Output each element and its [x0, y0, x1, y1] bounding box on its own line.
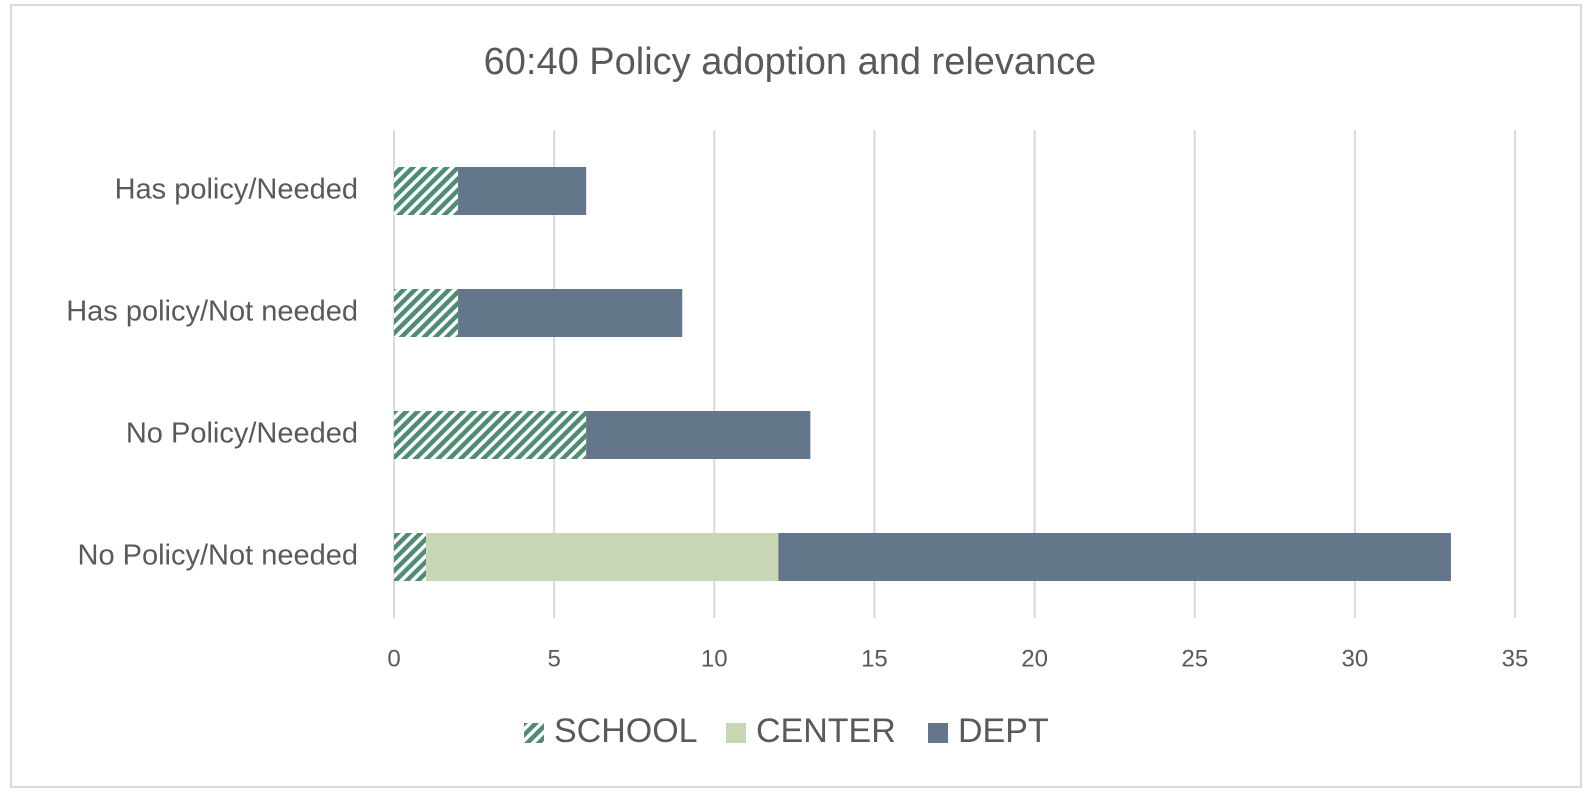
bar-segment [426, 533, 779, 581]
chart-frame [10, 4, 1582, 788]
x-tick-label: 30 [1342, 645, 1369, 672]
bar-segment [458, 167, 587, 215]
x-tick-label: 5 [547, 645, 560, 672]
y-tick-label: No Policy/Not needed [78, 540, 359, 572]
bar-segment [394, 533, 427, 581]
legend-label: SCHOOL [554, 712, 698, 750]
x-tick-label: 25 [1181, 645, 1208, 672]
bar-segment [394, 167, 459, 215]
bar-segment [458, 289, 683, 337]
x-tick-label: 35 [1502, 645, 1529, 672]
x-tick-label: 20 [1021, 645, 1048, 672]
x-tick-label: 0 [387, 645, 400, 672]
y-tick-label: Has policy/Needed [115, 174, 358, 206]
chart-title: 60:40 Policy adoption and relevance [484, 41, 1097, 83]
x-tick-label: 15 [861, 645, 888, 672]
bar-segment [586, 411, 811, 459]
legend-label: CENTER [756, 712, 896, 750]
y-tick-label: No Policy/Needed [126, 418, 358, 450]
y-tick-label: Has policy/Not needed [66, 296, 358, 328]
legend-swatch [524, 723, 544, 743]
x-tick-label: 10 [701, 645, 728, 672]
legend-swatch [726, 723, 746, 743]
bar-segment [778, 533, 1451, 581]
legend-swatch [928, 723, 948, 743]
legend-label: DEPT [958, 712, 1049, 750]
bar-segment [394, 289, 459, 337]
bar-segment [394, 411, 587, 459]
